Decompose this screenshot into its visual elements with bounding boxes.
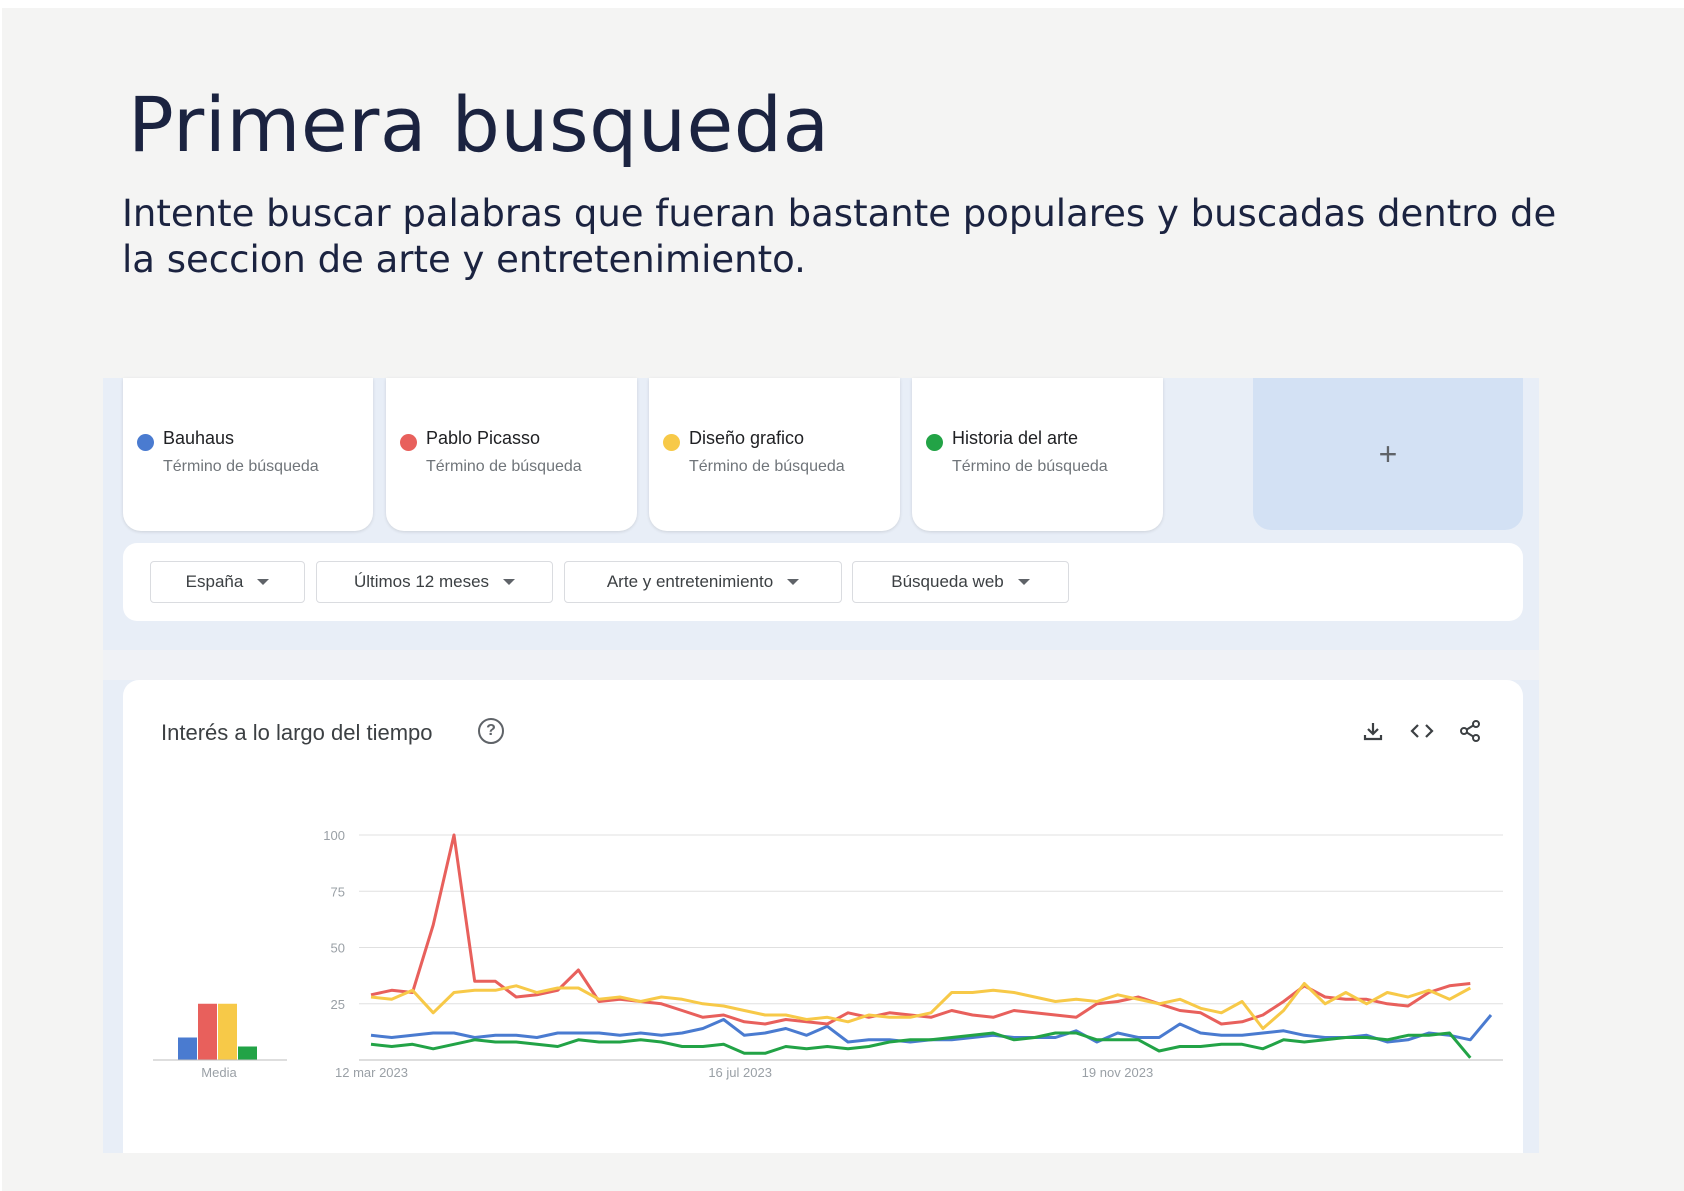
region-label: España [185,572,244,591]
term-card-bauhaus[interactable]: Bauhaus Término de búsqueda [123,378,373,531]
y-tick-label: 25 [331,997,345,1012]
term-kind: Término de búsqueda [689,458,845,475]
interest-line-chart: 25 50 75 100 12 mar 2023 16 jul 2023 19 nov 20… [153,828,1503,1080]
period-dropdown[interactable]: Últimos 12 meses [316,561,553,603]
term-kind: Término de búsqueda [163,458,319,475]
average-label: Media [201,1065,237,1080]
y-tick-label: 75 [331,884,345,899]
picasso-color-dot [400,434,417,451]
series-line-pablo-picasso [370,833,1471,1026]
bauhaus-color-dot [137,434,154,451]
average-bar [218,1003,237,1060]
average-bar [238,1046,257,1060]
historia-color-dot [926,434,943,451]
interest-over-time-card: Interés a lo largo del tiempo ? [123,680,1523,1153]
term-name: Historia del arte [952,428,1079,448]
download-icon[interactable] [1356,714,1390,748]
region-dropdown[interactable]: España [150,561,305,603]
trends-screenshot-panel: Bauhaus Término de búsqueda Pablo Picass… [103,378,1539,1153]
y-tick-label: 50 [331,941,345,956]
caret-down-icon [503,579,516,585]
term-name: Diseño grafico [689,428,805,448]
caret-down-icon [787,579,800,585]
x-tick-label: 16 jul 2023 [708,1065,772,1080]
help-icon[interactable]: ? [478,718,504,744]
category-dropdown[interactable]: Arte y entretenimiento [564,561,842,603]
caret-down-icon [1017,579,1030,585]
x-tick-label: 19 nov 2023 [1082,1065,1154,1080]
add-term-button[interactable]: + [1253,378,1523,530]
chart-title: Interés a lo largo del tiempo [161,720,433,745]
term-kind: Término de búsqueda [426,458,582,475]
y-tick-label: 100 [323,828,345,843]
slide-subtitle: Intente buscar palabras que fueran basta… [122,192,1557,281]
slide-background: Primera busqueda Intente buscar palabras… [2,8,1684,1191]
slide-title: Primera busqueda [128,80,830,169]
embed-icon[interactable] [1405,714,1439,748]
term-name: Pablo Picasso [426,428,541,448]
panel-divider [103,650,1539,680]
plus-icon: + [1378,435,1398,472]
series-line-diseño-grafico [370,982,1472,1030]
term-name: Bauhaus [163,428,235,448]
series-line-bauhaus [370,1014,1493,1044]
caret-down-icon [257,579,270,585]
term-kind: Término de búsqueda [952,458,1108,475]
x-tick-label: 12 mar 2023 [335,1065,408,1080]
average-bar [198,1003,217,1060]
term-card-historia-del-arte[interactable]: Historia del arte Término de búsqueda [912,378,1163,531]
search-type-dropdown[interactable]: Búsqueda web [852,561,1069,603]
term-card-diseno-grafico[interactable]: Diseño grafico Término de búsqueda [649,378,900,531]
term-card-pablo-picasso[interactable]: Pablo Picasso Término de búsqueda [386,378,637,531]
diseno-color-dot [663,434,680,451]
period-label: Últimos 12 meses [353,572,490,591]
category-label: Arte y entretenimiento [606,572,774,591]
series-line-historia-del-arte [370,1031,1472,1059]
filter-bar: España Últimos 12 meses Arte y entreteni… [123,543,1523,621]
average-bar [178,1037,197,1060]
share-icon[interactable] [1453,714,1487,748]
search-type-label: Búsqueda web [891,572,1004,591]
